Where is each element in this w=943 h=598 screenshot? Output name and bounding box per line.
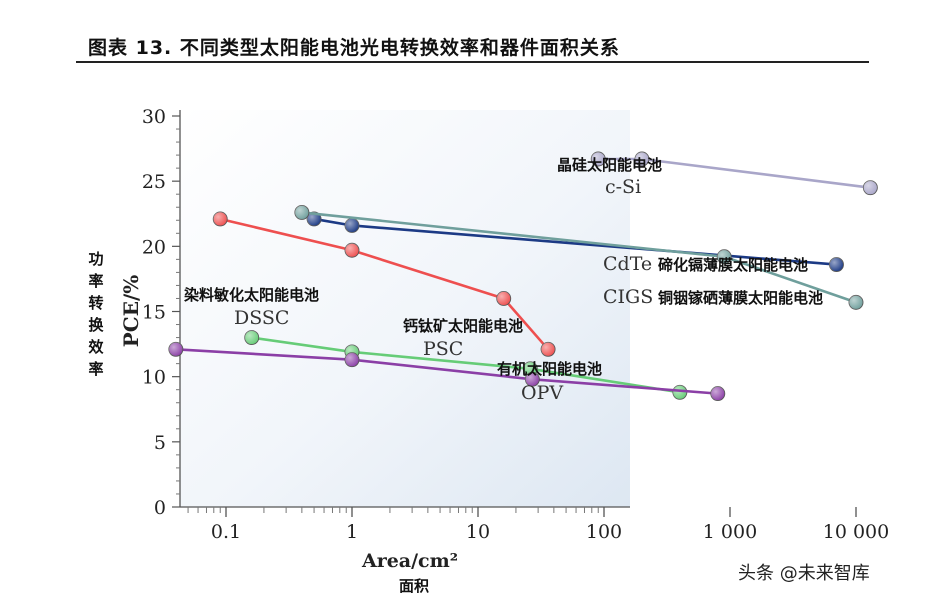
series-label: c-Si [605,176,641,198]
series-opv [168,341,726,402]
y-tick-label: 15 [142,302,166,324]
series-label: CdTe [603,253,652,275]
series-label: PSC [423,338,463,360]
series-label: DSSC [234,307,289,329]
watermark: 头条 @未来智库 [738,563,870,584]
data-point-highlight [168,342,183,357]
data-point-highlight [591,152,606,167]
data-point-highlight [849,295,863,310]
y-axis-label: PCE/% [119,275,143,348]
series-label-cn: 铜铟镓硒薄膜太阳能电池 [658,289,823,307]
data-point-highlight [829,257,844,272]
series-label-cn: 染料敏化太阳能电池 [183,286,319,304]
series-label-cn: 钙钛矿太阳能电池 [403,317,523,335]
figure-title: 图表 13. 不同类型太阳能电池光电转换效率和器件面积关系 [88,37,620,59]
data-point-highlight [345,218,359,233]
data-point-highlight [496,291,511,306]
data-point-highlight [294,205,309,220]
data-point-highlight [244,330,259,345]
series-cigs [294,204,864,310]
data-point-highlight [307,211,322,226]
series-label: OPV [521,382,563,404]
plot-area-background [180,110,630,507]
series-label: CIGS [603,286,653,308]
series-label-cn: 碲化镉薄膜太阳能电池 [658,256,808,274]
y-tick-label: 30 [142,106,166,128]
x-tick-label: 10 000 [823,521,889,543]
x-tick-label: 1 000 [703,521,757,543]
y-tick-label: 25 [142,171,166,193]
series-line [219,217,550,351]
data-point-highlight [863,180,878,195]
x-tick-label: 100 [586,521,622,543]
y-tick-label: 20 [142,236,166,258]
series-psc [212,211,556,357]
data-point-highlight [345,352,359,367]
data-point-highlight [710,386,725,401]
series-label-cn: 有机太阳能电池 [497,360,602,378]
data-point-highlight [525,372,540,387]
y-axis-label-cn: 功率转换效率 [88,250,104,378]
data-point-highlight [672,385,687,400]
series-c-si [590,151,878,196]
series-label-cn: 晶硅太阳能电池 [557,156,662,174]
y-tick-label: 0 [154,497,166,519]
x-axis-label-cn: 面积 [399,577,429,595]
x-axis-label: Area/cm² [361,550,458,572]
y-tick-label: 10 [142,367,166,389]
data-point-highlight [717,249,732,264]
title-rule [76,61,869,63]
y-tick-label: 5 [154,432,166,454]
x-tick-label: 10 [466,521,490,543]
x-tick-label: 1 [346,521,358,543]
data-point-highlight [541,342,556,357]
data-point-highlight [213,211,228,226]
series-line [251,336,681,394]
data-point-highlight [345,243,359,258]
x-tick-label: 0.1 [211,521,241,543]
series-line [175,347,718,395]
data-point-highlight [634,152,649,167]
